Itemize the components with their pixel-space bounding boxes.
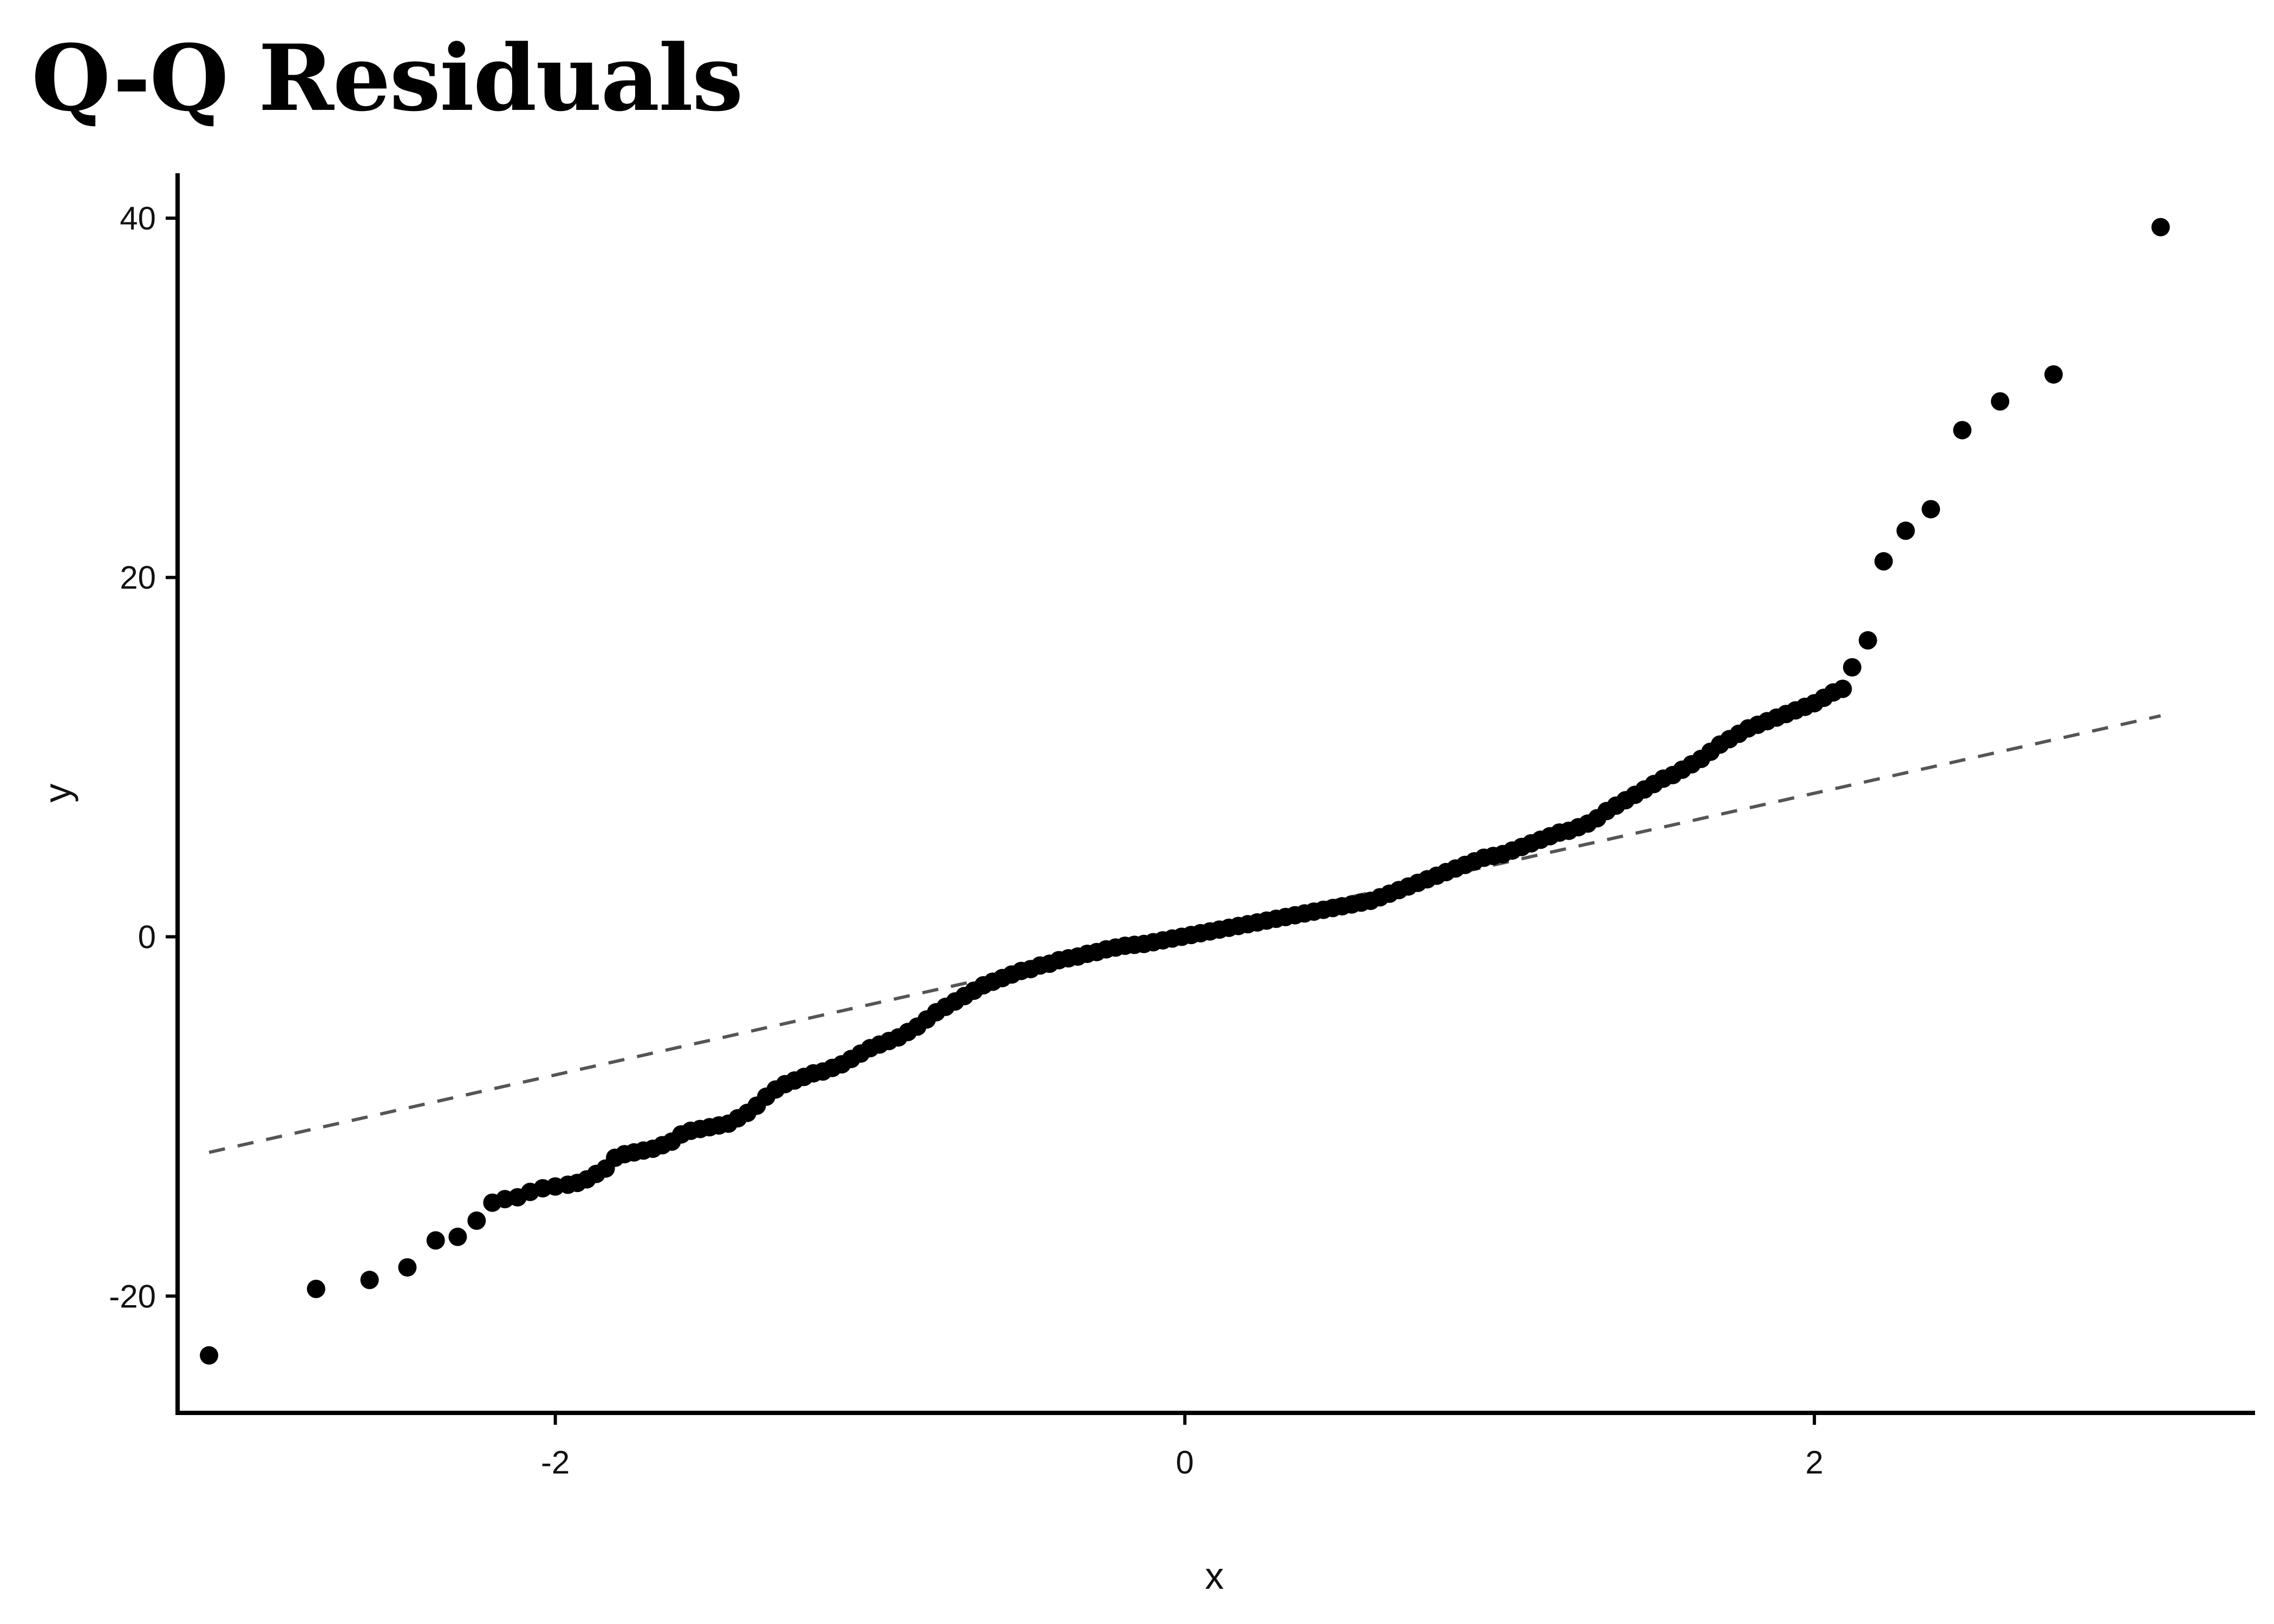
data-point (1991, 392, 2010, 411)
data-point (2151, 218, 2170, 237)
y-axis-title: y (36, 784, 79, 803)
y-tick-label: 20 (120, 560, 156, 596)
y-tick-label: -20 (109, 1278, 156, 1314)
data-point (398, 1258, 417, 1277)
y-ticks: -20 0 20 40 (109, 200, 178, 1314)
data-point (448, 1227, 467, 1246)
x-axis-title: x (1205, 1555, 1224, 1597)
data-point (467, 1211, 486, 1230)
data-point (1953, 421, 1972, 440)
data-point (1833, 679, 1852, 698)
x-tick-label: 2 (1805, 1444, 1823, 1481)
data-point (200, 1346, 219, 1365)
data-point (1858, 631, 1877, 650)
x-tick-label: 0 (1176, 1444, 1194, 1481)
data-point (426, 1231, 445, 1250)
data-point (1874, 552, 1893, 571)
y-tick-label: 40 (120, 200, 156, 237)
x-ticks: -2 0 2 (541, 1413, 1824, 1481)
data-points (200, 218, 2170, 1365)
chart-title: Q-Q Residuals (31, 24, 743, 132)
data-point (306, 1280, 325, 1298)
data-point (2044, 365, 2063, 384)
x-tick-label: -2 (541, 1444, 570, 1481)
data-point (1896, 521, 1915, 540)
data-point (1922, 500, 1940, 519)
y-tick-label: 0 (138, 919, 156, 955)
data-point (1842, 658, 1861, 677)
data-point (360, 1271, 379, 1289)
